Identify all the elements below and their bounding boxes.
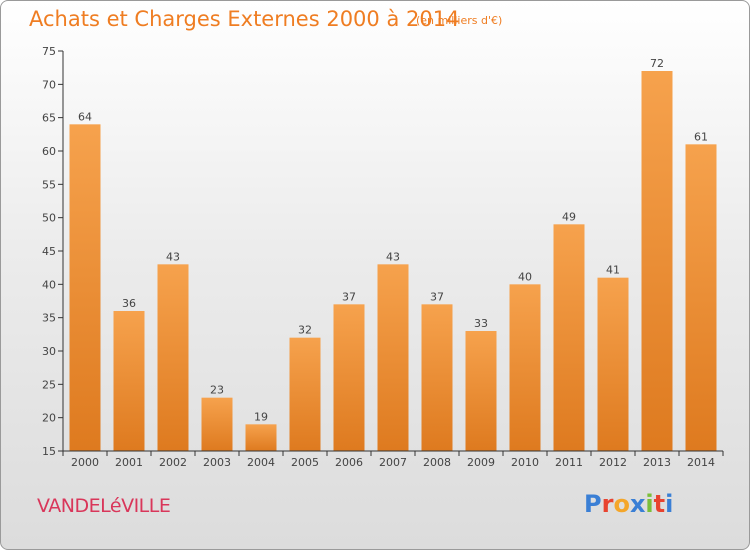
data-label-2007: 43 — [386, 250, 400, 263]
x-tick-label-2005: 2005 — [291, 456, 319, 469]
data-label-2012: 41 — [606, 264, 620, 277]
proxiti-logo: Proxiti — [584, 490, 673, 518]
y-tick-label-50: 50 — [42, 212, 56, 225]
y-tick-label-30: 30 — [42, 345, 56, 358]
x-tick-label-2001: 2001 — [115, 456, 143, 469]
bar-2005 — [289, 337, 321, 451]
data-label-2000: 64 — [78, 110, 92, 123]
logo-letter: x — [629, 490, 646, 518]
x-tick-label-2006: 2006 — [335, 456, 363, 469]
bar-2010 — [509, 284, 541, 451]
x-tick-label-2002: 2002 — [159, 456, 187, 469]
x-tick-label-2008: 2008 — [423, 456, 451, 469]
x-tick-label-2007: 2007 — [379, 456, 407, 469]
y-tick-label-15: 15 — [42, 445, 56, 458]
data-label-2013: 72 — [650, 57, 664, 70]
x-tick-label-2014: 2014 — [687, 456, 715, 469]
bar-2009 — [465, 331, 497, 451]
y-tick-label-20: 20 — [42, 412, 56, 425]
bar-2008 — [421, 304, 453, 451]
bar-2007 — [377, 264, 409, 451]
data-label-2003: 23 — [210, 384, 224, 397]
x-tick-label-2000: 2000 — [71, 456, 99, 469]
chart-subtitle: (en milliers d'€) — [416, 14, 503, 27]
x-tick-label-2003: 2003 — [203, 456, 231, 469]
bar-2013 — [641, 71, 673, 451]
commune-name: VANDELéVILLE — [37, 495, 171, 517]
x-tick-label-2013: 2013 — [643, 456, 671, 469]
bar-2003 — [201, 397, 233, 451]
bar-2000 — [69, 124, 101, 451]
logo-letter: i — [665, 490, 674, 518]
logo-letter: P — [584, 490, 602, 518]
y-tick-label-65: 65 — [42, 112, 56, 125]
data-label-2002: 43 — [166, 250, 180, 263]
bar-2012 — [597, 277, 629, 451]
bar-2006 — [333, 304, 365, 451]
data-label-2005: 32 — [298, 324, 312, 337]
x-tick-label-2011: 2011 — [555, 456, 583, 469]
bar-2001 — [113, 311, 145, 451]
bar-2014 — [685, 144, 717, 452]
data-label-2009: 33 — [474, 317, 488, 330]
logo-letter: i — [645, 490, 654, 518]
y-tick-label-75: 75 — [42, 45, 56, 58]
data-label-2006: 37 — [342, 290, 356, 303]
data-label-2014: 61 — [694, 130, 708, 143]
bar-2011 — [553, 224, 585, 451]
x-tick-label-2004: 2004 — [247, 456, 275, 469]
y-tick-label-40: 40 — [42, 278, 56, 291]
y-tick-label-70: 70 — [42, 78, 56, 91]
x-tick-label-2010: 2010 — [511, 456, 539, 469]
logo-letter: r — [601, 490, 614, 518]
y-tick-label-45: 45 — [42, 245, 56, 258]
data-label-2008: 37 — [430, 290, 444, 303]
logo-letter: o — [613, 490, 630, 518]
bar-2004 — [245, 424, 277, 451]
logo-letter: t — [653, 490, 666, 518]
x-tick-label-2012: 2012 — [599, 456, 627, 469]
data-label-2010: 40 — [518, 270, 532, 283]
bar-2002 — [157, 264, 189, 451]
y-tick-label-25: 25 — [42, 378, 56, 391]
data-label-2011: 49 — [562, 210, 576, 223]
y-tick-label-55: 55 — [42, 178, 56, 191]
y-tick-label-60: 60 — [42, 145, 56, 158]
data-label-2001: 36 — [122, 297, 136, 310]
chart-title: Achats et Charges Externes 2000 à 2014 — [29, 7, 460, 31]
data-label-2004: 19 — [254, 410, 268, 423]
y-tick-label-35: 35 — [42, 312, 56, 325]
x-tick-label-2009: 2009 — [467, 456, 495, 469]
